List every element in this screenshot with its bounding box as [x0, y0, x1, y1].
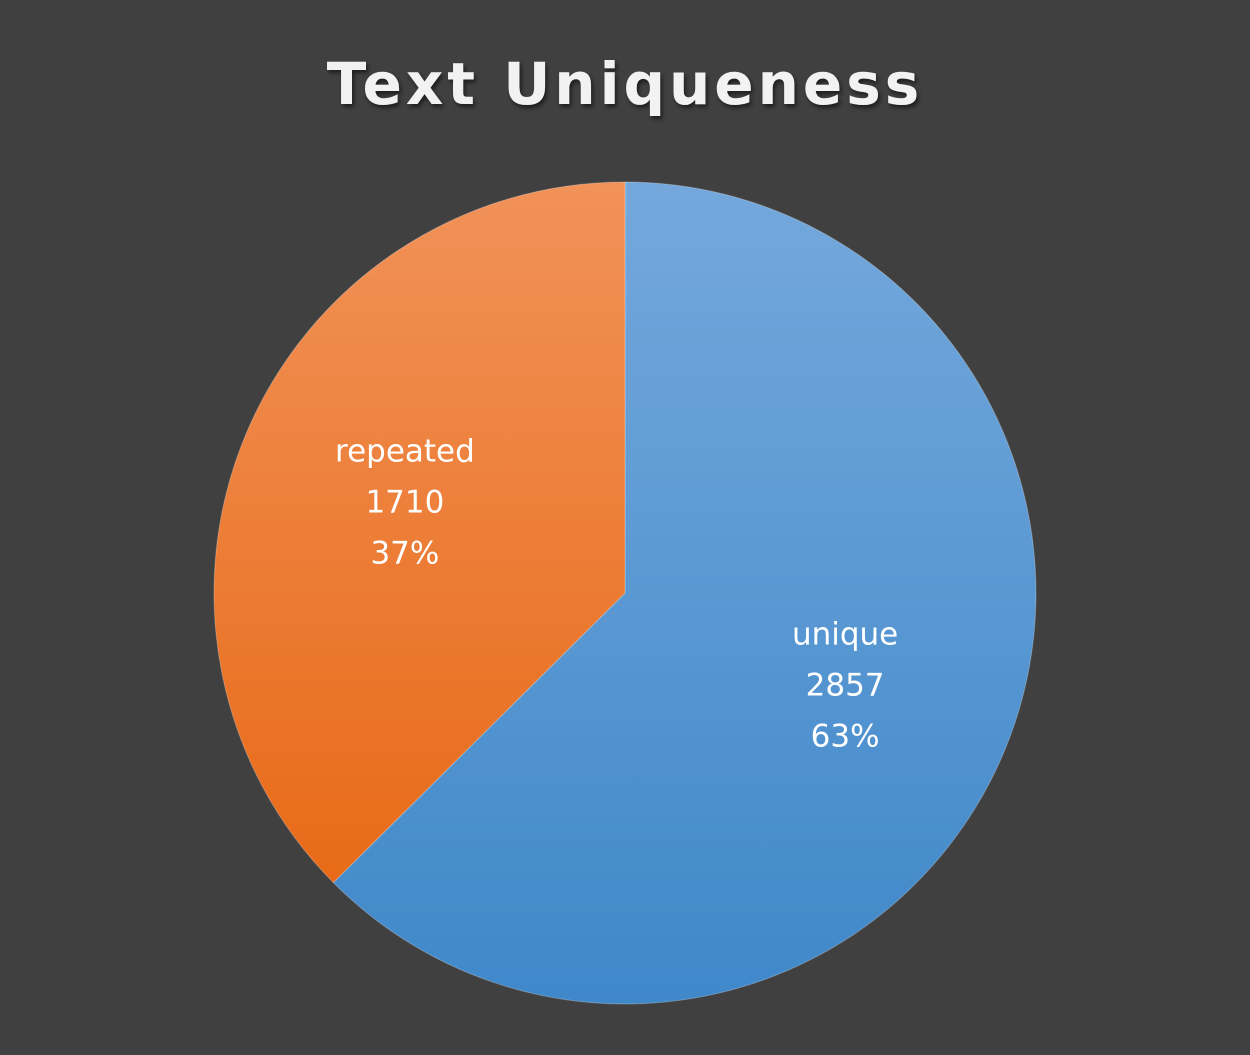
- data-label-unique-percent: 63%: [811, 719, 880, 755]
- data-label-repeated-category: repeated: [335, 433, 475, 469]
- data-label-repeated-percent: 37%: [370, 535, 439, 571]
- pie-slices: [213, 181, 1037, 1005]
- pie-slice-repeated: [213, 181, 626, 884]
- data-label-unique-category: unique: [792, 617, 898, 653]
- slice-labels: unique 2857 63% repeated 1710 37%: [335, 433, 898, 754]
- data-label-unique-value: 2857: [806, 668, 885, 704]
- data-label-repeated-value: 1710: [365, 484, 444, 520]
- pie-slice-unique: [332, 181, 1037, 1005]
- chart-title: Text Uniqueness: [327, 50, 924, 118]
